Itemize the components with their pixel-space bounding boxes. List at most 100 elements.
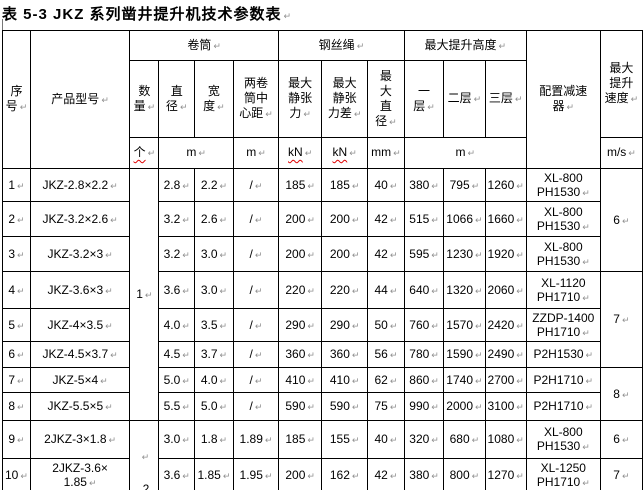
cell-speed[interactable]: 7 — [599, 458, 643, 490]
cell-tension-diff[interactable]: 200 — [321, 201, 369, 237]
cell-dia[interactable]: 3.0 — [158, 420, 195, 459]
cell-center[interactable]: / — [232, 367, 280, 393]
cell-no[interactable]: 8 — [2, 392, 31, 421]
header-drum-width[interactable]: 宽 度 — [193, 60, 234, 138]
cell-speed[interactable]: 8 — [599, 367, 643, 421]
cell-rope-dia[interactable]: 50 — [367, 308, 405, 342]
cell-center[interactable]: / — [232, 392, 280, 421]
cell-h3[interactable]: 1660 — [484, 201, 527, 237]
cell-model[interactable]: JKZ-4×3.5 — [29, 308, 131, 342]
cell-h3[interactable]: 1080 — [484, 420, 527, 459]
unit-speed[interactable]: m/s — [599, 137, 643, 169]
cell-h1[interactable]: 640 — [403, 271, 445, 309]
cell-model[interactable]: JKZ-5×4 — [29, 367, 131, 393]
cell-speed[interactable]: 6 — [599, 420, 643, 459]
cell-rope-dia[interactable]: 62 — [367, 367, 405, 393]
cell-h3[interactable]: 2420 — [484, 308, 527, 342]
cell-rope-dia[interactable]: 42 — [367, 458, 405, 490]
header-rope-group[interactable]: 钢丝绳 — [278, 30, 405, 61]
header-drum-group[interactable]: 卷筒 — [129, 30, 280, 61]
unit-tension-diff[interactable]: kN — [321, 137, 369, 169]
cell-h1[interactable]: 595 — [403, 236, 445, 272]
header-speed[interactable]: 最大 提升 速度 — [599, 30, 643, 138]
cell-tension-diff[interactable]: 155 — [321, 420, 369, 459]
cell-rope-dia[interactable]: 40 — [367, 420, 405, 459]
cell-tension[interactable]: 200 — [278, 236, 323, 272]
cell-h2[interactable]: 1590 — [443, 341, 486, 368]
cell-width[interactable]: 3.0 — [193, 236, 234, 272]
header-model[interactable]: 产品型号 — [29, 30, 131, 169]
cell-center[interactable]: 1.89 — [232, 420, 280, 459]
cell-dia[interactable]: 3.2 — [158, 201, 195, 237]
cell-h3[interactable]: 2700 — [484, 367, 527, 393]
cell-reducer[interactable]: XL-800 PH1530 — [525, 420, 601, 459]
cell-no[interactable]: 2 — [2, 201, 31, 237]
cell-h2[interactable]: 1740 — [443, 367, 486, 393]
cell-rope-dia[interactable]: 56 — [367, 341, 405, 368]
cell-tension[interactable]: 220 — [278, 271, 323, 309]
cell-h3[interactable]: 1920 — [484, 236, 527, 272]
cell-tension-diff[interactable]: 185 — [321, 168, 369, 202]
cell-reducer[interactable]: ZZDP-1400 PH1710 — [525, 308, 601, 342]
cell-tension[interactable]: 185 — [278, 168, 323, 202]
cell-rope-dia[interactable]: 42 — [367, 201, 405, 237]
cell-no[interactable]: 5 — [2, 308, 31, 342]
cell-tension[interactable]: 200 — [278, 201, 323, 237]
cell-tension[interactable]: 290 — [278, 308, 323, 342]
cell-no[interactable]: 4 — [2, 271, 31, 309]
cell-reducer[interactable]: P2H1530 — [525, 341, 601, 368]
cell-h1[interactable]: 380 — [403, 168, 445, 202]
cell-h1[interactable]: 380 — [403, 458, 445, 490]
cell-tension-diff[interactable]: 290 — [321, 308, 369, 342]
cell-width[interactable]: 4.0 — [193, 367, 234, 393]
cell-h2[interactable]: 1570 — [443, 308, 486, 342]
header-drum-qty[interactable]: 数 量 — [129, 60, 160, 138]
cell-tension-diff[interactable]: 360 — [321, 341, 369, 368]
header-height-l3[interactable]: 三层 — [484, 60, 527, 138]
cell-reducer[interactable]: P2H1710 — [525, 392, 601, 421]
cell-no[interactable]: 9 — [2, 420, 31, 459]
header-height-group[interactable]: 最大提升高度 — [403, 30, 527, 61]
cell-h3[interactable]: 2490 — [484, 341, 527, 368]
cell-model[interactable]: JKZ-3.6×3 — [29, 271, 131, 309]
cell-dia[interactable]: 5.0 — [158, 367, 195, 393]
cell-h1[interactable]: 780 — [403, 341, 445, 368]
unit-height[interactable]: m — [403, 137, 527, 169]
cell-tension[interactable]: 200 — [278, 458, 323, 490]
cell-tension[interactable]: 360 — [278, 341, 323, 368]
cell-center[interactable]: / — [232, 236, 280, 272]
cell-tension-diff[interactable]: 220 — [321, 271, 369, 309]
cell-dia[interactable]: 4.0 — [158, 308, 195, 342]
cell-width[interactable]: 2.2 — [193, 168, 234, 202]
cell-center[interactable]: / — [232, 341, 280, 368]
cell-dia[interactable]: 4.5 — [158, 341, 195, 368]
unit-qty[interactable]: 个 — [129, 137, 160, 169]
header-rope-tension[interactable]: 最大 静张 力 — [278, 60, 323, 138]
cell-qty[interactable] — [129, 420, 160, 490]
cell-model[interactable]: JKZ-4.5×3.7 — [29, 341, 131, 368]
header-drum-center[interactable]: 两卷 筒中 心距 — [232, 60, 280, 138]
cell-rope-dia[interactable]: 75 — [367, 392, 405, 421]
cell-rope-dia[interactable]: 40 — [367, 168, 405, 202]
cell-center[interactable]: / — [232, 308, 280, 342]
cell-model[interactable]: 2JKZ-3×1.8 — [29, 420, 131, 459]
cell-tension-diff[interactable]: 200 — [321, 236, 369, 272]
cell-width[interactable]: 3.0 — [193, 271, 234, 309]
cell-dia[interactable]: 3.2 — [158, 236, 195, 272]
cell-tension[interactable]: 185 — [278, 420, 323, 459]
cell-center[interactable]: / — [232, 201, 280, 237]
header-height-l2[interactable]: 二层 — [443, 60, 486, 138]
cell-no[interactable]: 3 — [2, 236, 31, 272]
cell-h1[interactable]: 990 — [403, 392, 445, 421]
cell-h3[interactable]: 1260 — [484, 168, 527, 202]
cell-h3[interactable]: 1270 — [484, 458, 527, 490]
cell-reducer[interactable]: XL-800 PH1530 — [525, 168, 601, 202]
cell-center[interactable]: 1.95 — [232, 458, 280, 490]
cell-model[interactable]: JKZ-2.8×2.2 — [29, 168, 131, 202]
header-rope-tension-diff[interactable]: 最大 静张 力差 — [321, 60, 369, 138]
unit-rope-dia[interactable]: mm — [367, 137, 405, 169]
cell-tension-diff[interactable]: 410 — [321, 367, 369, 393]
cell-h2[interactable]: 2000 — [443, 392, 486, 421]
cell-width[interactable]: 1.8 — [193, 420, 234, 459]
cell-reducer[interactable]: XL-1250 PH1710 — [525, 458, 601, 490]
